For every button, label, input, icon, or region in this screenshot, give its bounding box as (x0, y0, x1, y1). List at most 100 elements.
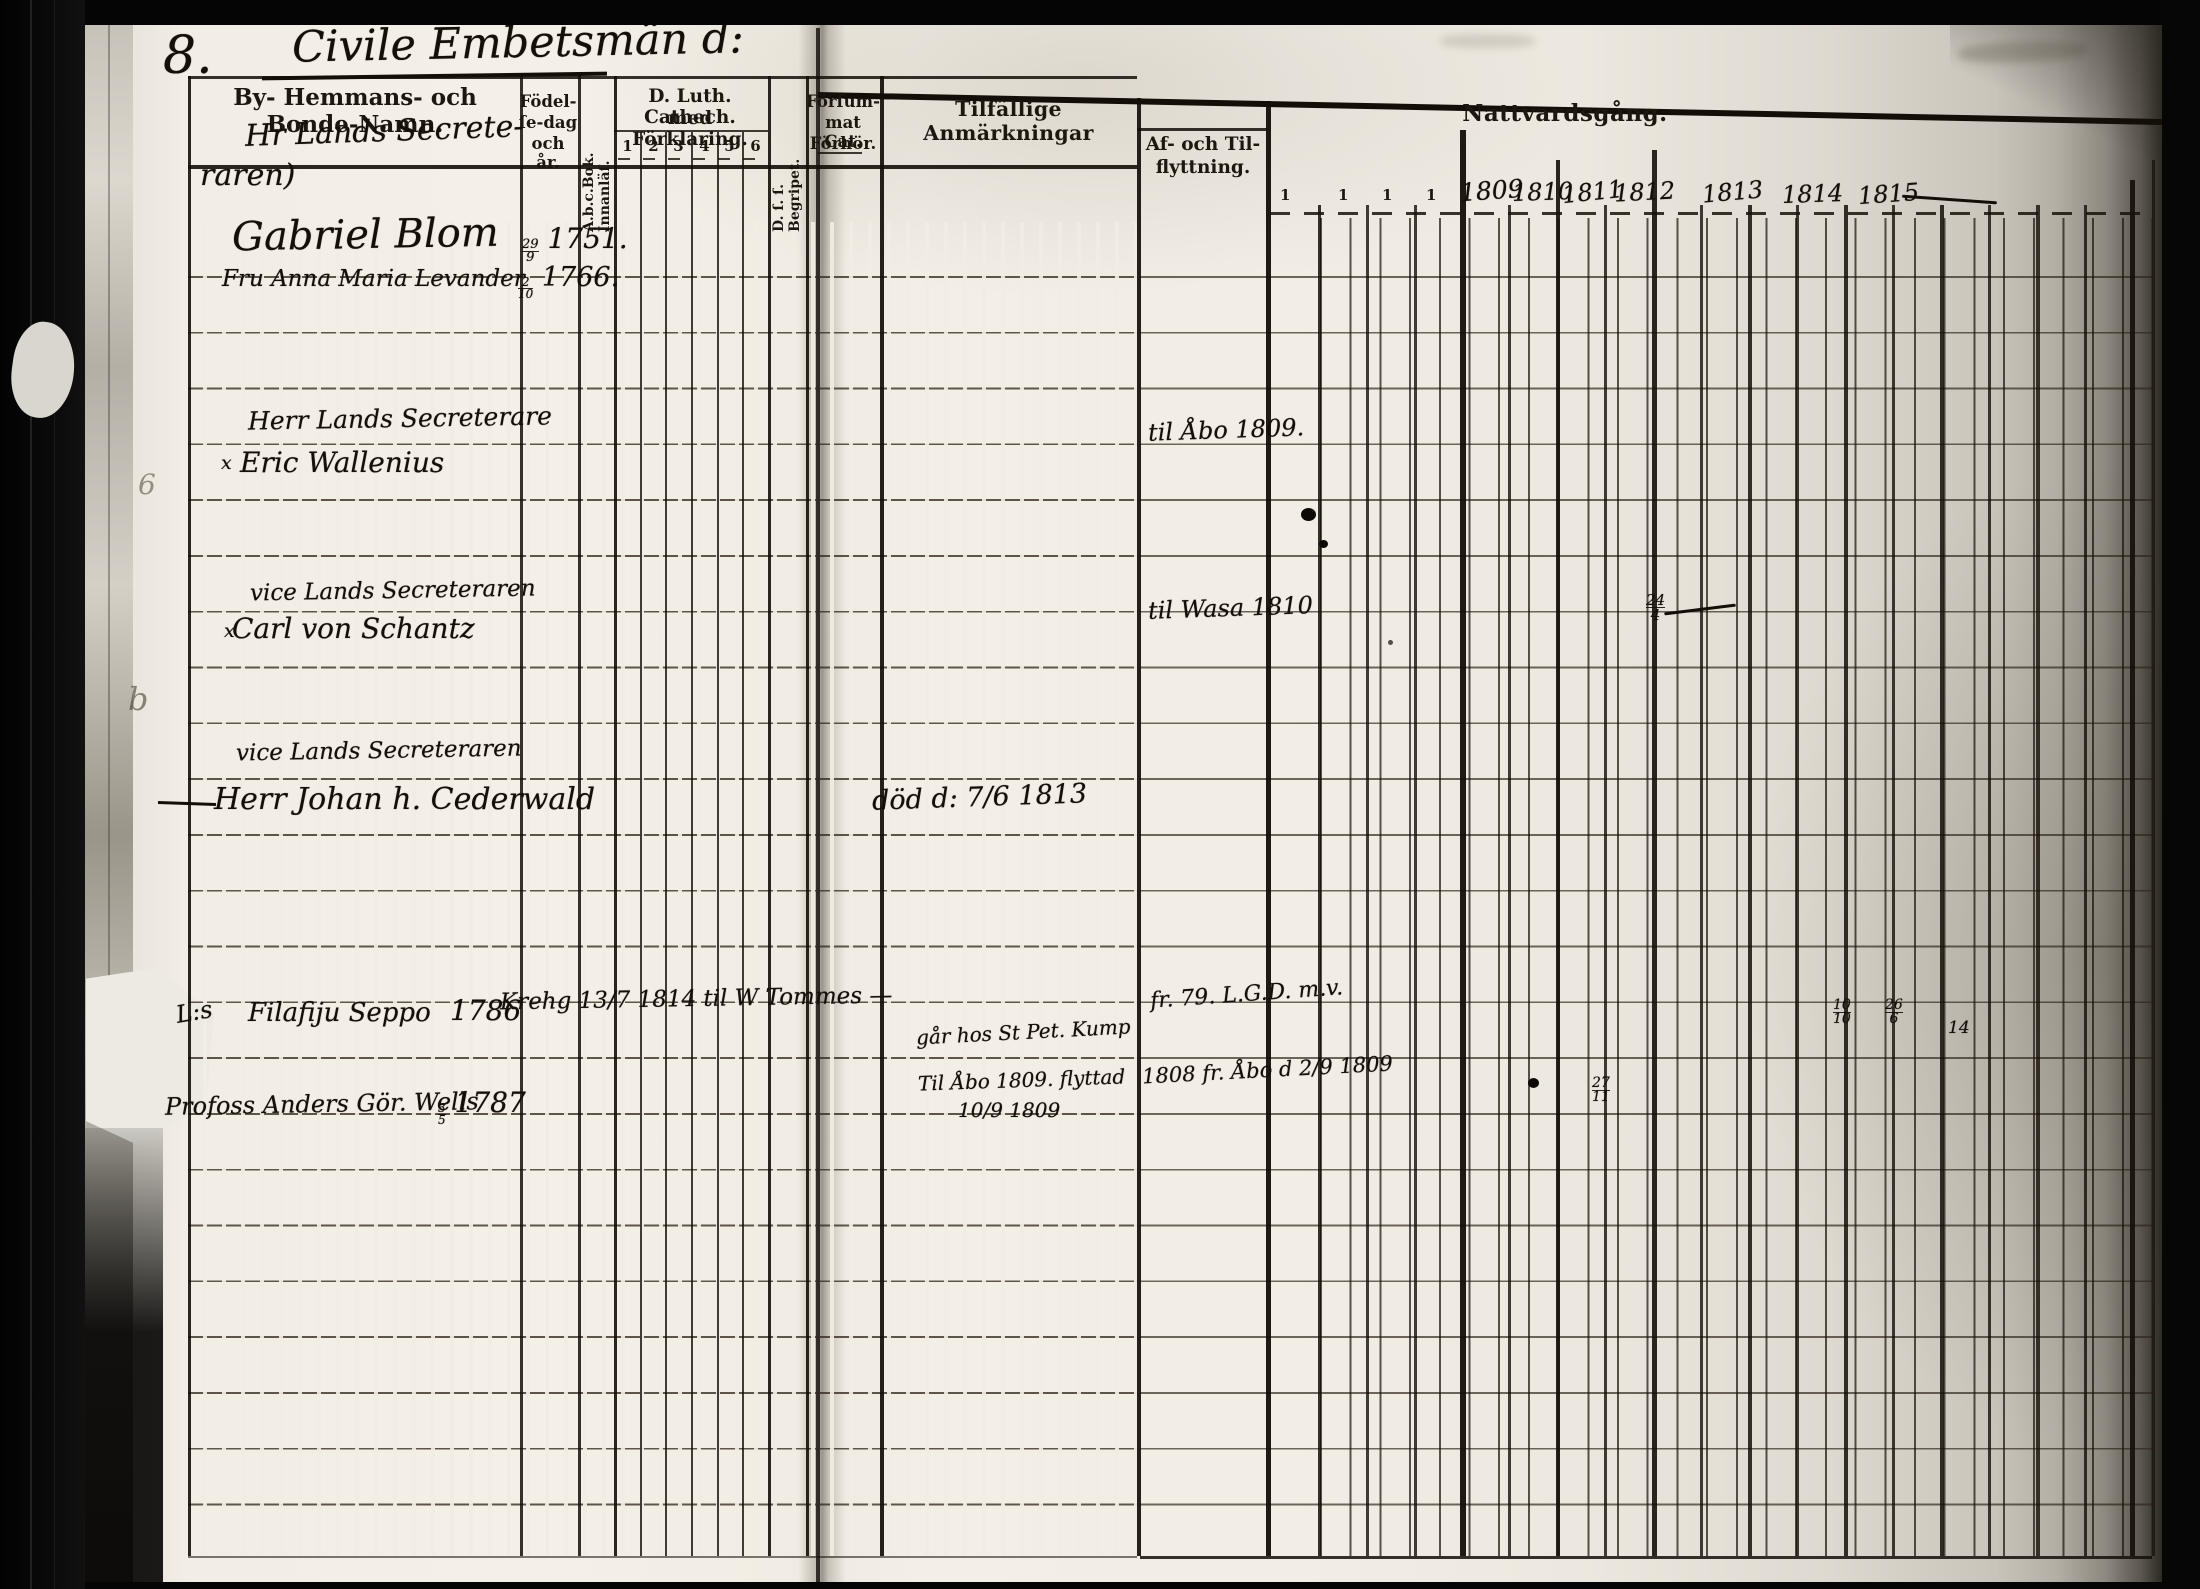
entry3-moving-note: til Åbo 1809. (1147, 413, 1305, 447)
entry6-communion-mark1: 10 10 (1833, 994, 1851, 1027)
communion-tick-3: 1 (1382, 186, 1393, 204)
entry1-birth-year: 1751. (547, 222, 628, 255)
grid-line (1318, 205, 1321, 1556)
entry4-moving-note: til Wasa 1810 (1147, 591, 1314, 625)
entry2-birth-fraction: 2 10 (518, 275, 534, 302)
entry6-name: Filafiju Seppo (248, 998, 431, 1028)
entry1-birth-fraction: 29 9 (522, 237, 539, 266)
grid-line (768, 76, 771, 1556)
entry6-communion-mark3: 14 (1948, 1018, 1970, 1038)
film-border-left (0, 0, 85, 1589)
header-abc-line2: Innanläſ. (597, 160, 613, 232)
grid-line (1414, 205, 1417, 1556)
grid-line (188, 76, 191, 1556)
grid-line (665, 132, 667, 1556)
entry7-remark-line2: 10/9 1809 (958, 1098, 1061, 1122)
entry7-communion-mark: 27 11 (1592, 1072, 1610, 1105)
communion-tick-1: 1 (1280, 186, 1291, 204)
header-forsummat-line3: Förhör. (809, 134, 877, 153)
entry6-mark1-fraction: 10 10 (1833, 997, 1851, 1028)
grid-line (640, 132, 642, 1556)
year-label-1814: 1814 (1781, 178, 1844, 210)
catechism-col-6: 6 (750, 137, 761, 155)
header-catechism-line2: med Förklaring. (632, 108, 748, 150)
catechism-number-dashes (618, 158, 764, 160)
entry7-mark-fraction: 27 11 (1592, 1075, 1610, 1106)
grid-line (691, 132, 693, 1556)
grid-line (806, 76, 809, 1556)
entry1-birth: 29 9 1751. (522, 222, 628, 265)
entry2-birth: 2 10 1766. (518, 262, 619, 301)
row-lines-left (188, 222, 1137, 1556)
entry4-communion-fraction: 24 4 (1646, 591, 1666, 625)
shadow-bottom-left (85, 1128, 163, 1582)
grid-line (1988, 205, 1991, 1556)
entry3-margin-mark: x (221, 452, 232, 474)
grid-line (614, 130, 768, 132)
header-birth-line2: ſe-dag (518, 113, 578, 132)
entry7-name: Profoss Anders Gör. Wells (164, 1087, 479, 1121)
entry1-title-line2: raren) (200, 158, 296, 193)
grid-line (1604, 205, 1607, 1556)
film-scratch (54, 0, 55, 1589)
catechism-col-3: 3 (673, 137, 684, 155)
entry6-communion-mark2: 26 6 (1885, 994, 1903, 1027)
entry4-name: Carl von Schantz (232, 612, 475, 645)
film-border-top (0, 0, 2200, 25)
grid-line (1508, 205, 1511, 1556)
grid-line (742, 132, 744, 1556)
entry4-title: vice Lands Secreteraren (249, 575, 536, 607)
entry5-title: vice Lands Secreteraren (235, 735, 522, 767)
header-names-line1: By- Hemmans- och (233, 84, 477, 111)
catechism-col-2: 2 (648, 137, 659, 155)
year-label-1815: 1815 (1857, 177, 1920, 211)
catechism-col-5: 5 (724, 137, 735, 155)
grid-line (188, 76, 1137, 79)
grid-line (578, 76, 581, 1556)
ink-bleedthrough (1440, 34, 1535, 48)
header-begripet-line1: D. ſ. ſ. (771, 183, 787, 232)
corner-shade-top-right (1950, 25, 2162, 155)
entry4-margin-mark: x (224, 620, 235, 642)
grid-line (880, 76, 884, 1556)
grid-line (1748, 205, 1752, 1556)
entry6-birth-year: 1786 (450, 994, 522, 1027)
grid-line (614, 76, 617, 1556)
grid-line (2084, 205, 2087, 1556)
margin-figure-2: b (128, 680, 149, 718)
grid-line (2130, 180, 2135, 1556)
grid-line (1140, 1556, 2152, 1559)
entry3-name: Eric Wallenius (240, 446, 445, 479)
header-catechism-line1: D. Luth. Cathech. (644, 86, 736, 128)
grid-line (1460, 130, 1466, 1556)
film-border-right (2162, 0, 2200, 1589)
header-names-line2: Bonde-Namn. (266, 111, 444, 138)
page-number: 8. (163, 26, 213, 86)
entry2-name: Fru Anna Maria Levander (222, 266, 525, 292)
year-label-1813: 1813 (1700, 175, 1765, 209)
entry3-title: Herr Lands Secreterare (247, 401, 553, 436)
grid-line (1266, 101, 1271, 1556)
grid-line (2152, 160, 2155, 1556)
entry7-birth-year: 1787 (454, 1086, 526, 1119)
ink-speck (1388, 640, 1393, 645)
header-abc-line1: A.b.c.Bok. (581, 152, 597, 232)
header-moving-line2: flyttning. (1155, 157, 1251, 178)
header-birth-line3: och år. (531, 134, 565, 172)
header-dash-row (1270, 212, 2152, 215)
grid-line (1700, 205, 1703, 1556)
grid-line (818, 152, 862, 154)
grid-line (1137, 128, 1267, 131)
ink-blot (1301, 508, 1316, 521)
entry2-birth-year: 1766. (541, 262, 620, 293)
catechism-col-4: 4 (699, 137, 710, 155)
film-border-bottom (0, 1582, 2200, 1589)
communion-column-lines (1320, 218, 2152, 1556)
grid-line (520, 76, 523, 1556)
margin-figure-1: 6 (138, 468, 156, 501)
entry4-communion-mark: 24 4 (1646, 590, 1666, 625)
grid-line (1940, 205, 1944, 1556)
